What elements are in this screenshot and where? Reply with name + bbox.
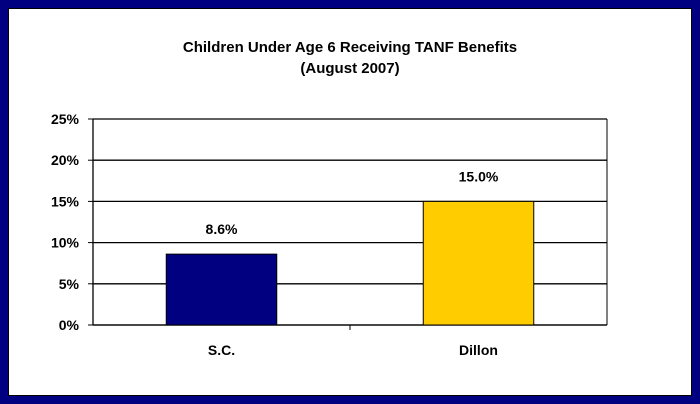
x-category-label: S.C. [208,342,235,358]
chart-title-block: Children Under Age 6 Receiving TANF Bene… [9,37,691,79]
y-tick-label: 10% [51,235,80,251]
bar-chart: 0% 5% 10% 15% 20% 25% 8.6% S.C. 15.0% Dillon [51,111,608,358]
data-label: 8.6% [206,221,238,237]
chart-subtitle: (August 2007) [300,60,400,77]
y-tick-label: 25% [51,111,80,127]
bar-dillon [422,200,535,326]
y-tick-label: 0% [59,317,80,333]
chart-panel: Children Under Age 6 Receiving TANF Bene… [8,8,692,396]
y-tick-label: 15% [51,193,80,209]
x-category-label: Dillon [459,342,498,358]
chart-title: Children Under Age 6 Receiving TANF Bene… [182,39,518,56]
data-label: 15.0% [459,168,499,184]
y-tick-label: 5% [59,276,80,292]
y-tick-label: 20% [51,152,80,168]
bar-s-c [165,253,278,326]
